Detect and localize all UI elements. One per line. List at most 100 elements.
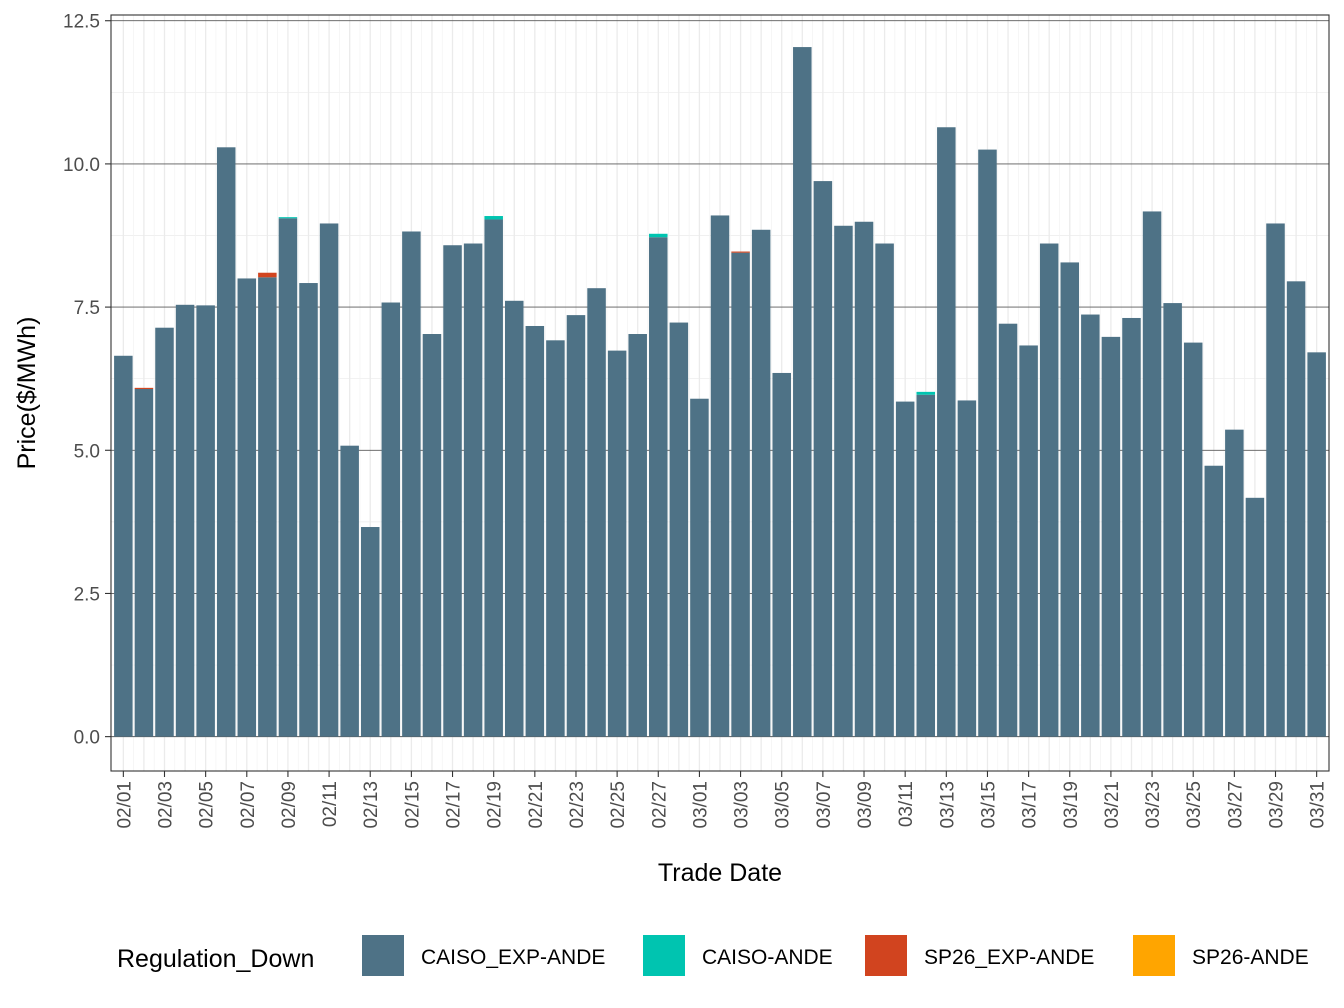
legend-key-caiso-exp-ande: [362, 935, 404, 976]
bar-caiso-exp-ande-02-11: [319, 223, 339, 737]
bar-caiso-ande-02-09: [278, 217, 298, 219]
x-tick-label: 02/05: [197, 781, 218, 829]
bar-caiso-exp-ande-02-08: [258, 277, 277, 737]
x-tick-label: 02/27: [649, 781, 670, 829]
x-tick-label: 02/07: [238, 781, 259, 829]
x-tick-label: 03/09: [855, 781, 876, 829]
y-axis-title: Price($/MWh): [13, 317, 41, 470]
x-tick-label: 03/27: [1225, 781, 1246, 829]
x-tick-label: 02/15: [402, 781, 423, 829]
bar-caiso-exp-ande-03-26: [1204, 465, 1224, 737]
x-tick-label: 03/03: [732, 781, 753, 829]
bar-caiso-ande-03-12: [916, 391, 936, 395]
bar-caiso-exp-ande-03-09: [854, 221, 874, 737]
y-tick-label: 5.0: [74, 441, 100, 462]
x-tick-label: 02/09: [279, 781, 300, 829]
x-tick-label: 03/01: [690, 781, 711, 829]
x-tick-label: 03/21: [1102, 781, 1123, 829]
bar-caiso-exp-ande-03-11: [895, 401, 915, 737]
bar-caiso-exp-ande-03-22: [1122, 317, 1141, 737]
bar-caiso-exp-ande-02-02: [134, 388, 154, 737]
bar-caiso-exp-ande-02-23: [566, 315, 586, 737]
legend-key-caiso-ande: [643, 935, 685, 976]
bar-sp26-exp-ande-03-03: [731, 251, 750, 253]
x-tick-label: 02/01: [114, 781, 135, 829]
x-axis-title: Trade Date: [658, 859, 782, 887]
y-tick-label: 0.0: [74, 728, 100, 749]
x-tick-label: 03/23: [1143, 781, 1164, 829]
bar-caiso-exp-ande-03-30: [1286, 281, 1306, 737]
bar-caiso-exp-ande-03-23: [1142, 211, 1162, 737]
bar-caiso-exp-ande-02-26: [628, 334, 647, 737]
bar-caiso-exp-ande-03-29: [1266, 223, 1285, 737]
bar-caiso-exp-ande-03-01: [690, 398, 709, 737]
bar-caiso-exp-ande-02-06: [216, 147, 236, 737]
bar-caiso-exp-ande-03-27: [1225, 429, 1244, 737]
bar-caiso-exp-ande-03-04: [751, 229, 771, 737]
x-tick-label: 02/03: [155, 781, 176, 829]
bar-caiso-exp-ande-03-15: [978, 149, 997, 737]
x-tick-label: 03/05: [773, 781, 794, 829]
x-tick-label: 03/29: [1267, 781, 1288, 829]
bar-caiso-exp-ande-03-21: [1101, 336, 1121, 737]
legend: Regulation_Down CAISO_EXP-ANDE CAISO-ANDE…: [117, 935, 1309, 976]
bar-caiso-ande-02-19: [484, 216, 503, 220]
bar-caiso-exp-ande-02-14: [381, 302, 401, 737]
x-tick-label: 02/13: [361, 781, 382, 829]
bar-caiso-exp-ande-03-24: [1163, 303, 1182, 737]
x-tick-label: 03/25: [1184, 781, 1205, 829]
bar-caiso-exp-ande-02-09: [278, 218, 298, 737]
bar-caiso-exp-ande-03-20: [1081, 314, 1100, 737]
x-tick-label: 02/25: [608, 781, 629, 829]
bar-caiso-exp-ande-02-22: [546, 340, 565, 737]
x-tick-label: 03/15: [978, 781, 999, 829]
bar-caiso-exp-ande-03-06: [793, 47, 812, 737]
bar-caiso-exp-ande-02-17: [443, 245, 462, 737]
bar-caiso-ande-02-27: [649, 233, 668, 238]
legend-label: SP26_EXP-ANDE: [924, 946, 1094, 969]
bar-caiso-exp-ande-02-13: [360, 527, 380, 737]
bar-caiso-exp-ande-02-16: [422, 334, 442, 737]
bar-caiso-exp-ande-02-07: [237, 278, 257, 737]
bar-sp26-exp-ande-02-08: [258, 272, 277, 278]
bar-caiso-exp-ande-02-27: [649, 237, 668, 737]
bar-caiso-exp-ande-03-10: [875, 243, 894, 737]
legend-key-sp26-exp-ande: [865, 935, 907, 976]
bar-caiso-exp-ande-03-16: [998, 323, 1018, 737]
bar-caiso-exp-ande-02-25: [607, 350, 627, 737]
legend-label: CAISO-ANDE: [702, 946, 833, 969]
bar-caiso-exp-ande-02-10: [299, 283, 318, 737]
x-tick-label: 03/17: [1020, 781, 1041, 829]
y-tick-label: 7.5: [74, 298, 100, 319]
x-tick-label: 02/17: [444, 781, 465, 829]
bar-caiso-exp-ande-03-14: [957, 400, 977, 737]
bar-caiso-exp-ande-02-18: [463, 243, 483, 737]
y-tick-label: 2.5: [74, 584, 100, 605]
bar-caiso-exp-ande-03-08: [834, 225, 853, 737]
bar-caiso-exp-ande-02-24: [587, 288, 606, 737]
bars: [114, 47, 1326, 737]
legend-key-sp26-ande: [1133, 935, 1175, 976]
y-axis: 0.0 2.5 5.0 7.5 10.0 12.5: [63, 12, 111, 749]
x-tick-label: 02/21: [526, 781, 547, 829]
x-tick-label: 02/23: [567, 781, 588, 829]
x-tick-label: 03/31: [1308, 781, 1329, 829]
x-axis: 02/01 02/03 02/05 02/07 02/09 02/11 02/13 02/15…: [114, 771, 1329, 829]
x-tick-label: 02/19: [485, 781, 506, 829]
bar-caiso-exp-ande-02-15: [402, 231, 421, 737]
x-tick-label: 03/19: [1061, 781, 1082, 829]
bar-caiso-exp-ande-02-04: [175, 304, 195, 737]
bar-caiso-exp-ande-03-13: [937, 127, 956, 737]
legend-title: Regulation_Down: [117, 945, 314, 973]
bar-caiso-exp-ande-03-18: [1039, 243, 1059, 737]
bar-sp26-exp-ande-02-02: [134, 387, 154, 389]
legend-label: SP26-ANDE: [1192, 946, 1309, 969]
bar-caiso-exp-ande-03-03: [731, 252, 750, 737]
x-tick-label: 03/07: [814, 781, 835, 829]
bar-caiso-exp-ande-03-12: [916, 394, 936, 737]
bar-caiso-exp-ande-03-31: [1307, 352, 1326, 737]
panel-border: [110, 14, 1330, 772]
bar-caiso-exp-ande-02-21: [525, 325, 545, 737]
x-tick-label: 02/11: [320, 781, 341, 827]
